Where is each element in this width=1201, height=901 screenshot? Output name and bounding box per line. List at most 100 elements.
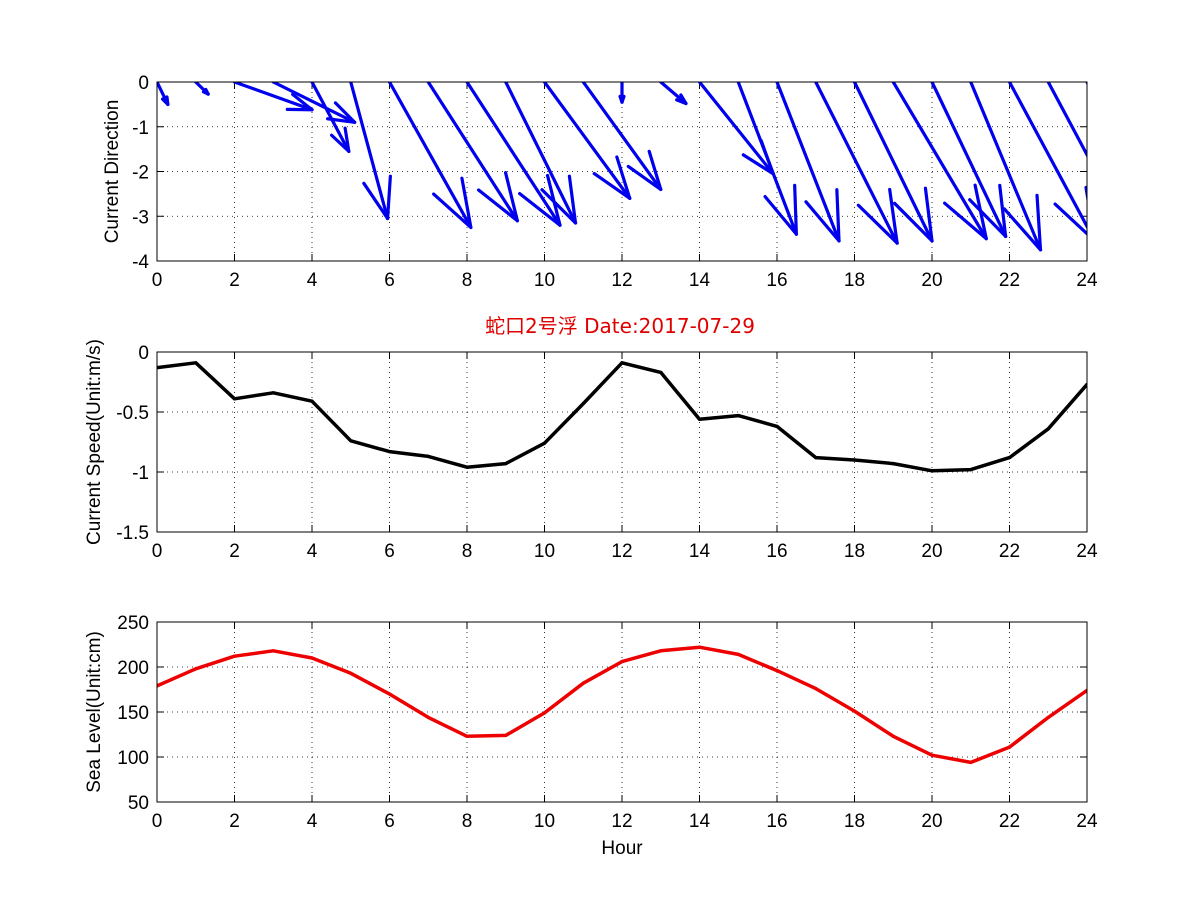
x-tick-label: 8 (462, 811, 473, 832)
x-tick-label: 6 (384, 270, 395, 291)
arrow-head (647, 149, 663, 191)
arrow-head (615, 155, 632, 200)
arrow-head (763, 195, 798, 236)
arrow-head (626, 164, 663, 191)
arrow-head (432, 192, 473, 230)
data-point (310, 656, 314, 660)
arrow-head (362, 181, 390, 221)
data-point (504, 733, 508, 738)
x-tick-label: 0 (152, 270, 163, 291)
x-tick-label: 12 (611, 811, 632, 832)
arrow-shaft (310, 82, 351, 153)
x-tick-label: 10 (534, 811, 555, 832)
y-tick-label: 250 (117, 613, 149, 634)
data-point (465, 465, 469, 469)
x-tick-label: 4 (307, 811, 318, 832)
data-point (194, 361, 198, 365)
current-arrow (618, 82, 626, 104)
arrow-shaft (232, 82, 314, 112)
arrow-shaft (930, 82, 1008, 238)
data-point (426, 454, 430, 458)
data-point (387, 692, 392, 696)
arrow-head (888, 187, 899, 245)
x-tick-label: 16 (766, 270, 787, 291)
chart-title: 蛇口2号浮 Date:2017-07-29 (485, 314, 755, 338)
x-tick-label: 20 (921, 541, 942, 562)
arrow-head (835, 188, 841, 243)
y-tick-label: 0 (138, 343, 149, 364)
data-point (852, 709, 857, 713)
x-tick-label: 24 (1076, 811, 1098, 832)
data-point (1046, 427, 1050, 431)
data-point (465, 734, 469, 738)
data-point (232, 397, 237, 401)
arrow-shaft (1046, 82, 1087, 159)
current-arrow (349, 82, 392, 221)
current-arrow (1085, 82, 1145, 207)
x-tick-label: 0 (152, 811, 163, 832)
x-tick-label: 12 (611, 270, 632, 291)
current-arrow (542, 82, 632, 200)
arrow-head (333, 101, 357, 124)
data-point (620, 361, 624, 365)
data-point (852, 458, 857, 462)
arrow-shaft (1085, 82, 1087, 86)
data-point (426, 715, 430, 720)
arrow-shaft (426, 82, 519, 223)
x-tick-label: 20 (921, 811, 942, 832)
current-arrow (659, 82, 688, 106)
arrow-head (892, 201, 934, 243)
current-arrow (157, 82, 170, 106)
data-point (659, 649, 663, 653)
arrow-shaft (542, 82, 632, 200)
data-point (891, 462, 895, 466)
axes-frame (156, 351, 1088, 533)
y-tick-label: -1.5 (116, 523, 149, 544)
axes-frame (156, 621, 1088, 803)
arrow-head (460, 176, 473, 230)
current-arrow (232, 82, 314, 112)
arrow-head (540, 188, 578, 225)
arrow-head (567, 174, 578, 225)
x-tick-label: 18 (844, 811, 865, 832)
data-point (581, 681, 585, 685)
data-point (930, 753, 934, 757)
y-tick-label: 50 (128, 793, 149, 814)
y-tick-label: -4 (132, 252, 149, 273)
data-point (271, 649, 275, 653)
x-tick-label: 6 (384, 541, 395, 562)
arrow-head (518, 191, 562, 227)
x-tick-label: 8 (462, 270, 473, 291)
arrow-head (1141, 166, 1145, 207)
x-tick-label: 16 (766, 811, 787, 832)
y-tick-label: -0.5 (116, 403, 149, 424)
arrow-shaft (736, 82, 798, 236)
data-layer (157, 361, 1087, 473)
current-arrow (1007, 82, 1087, 236)
y-tick-label: -1 (132, 463, 149, 484)
axes-frame (156, 81, 1088, 262)
arrow-head (856, 203, 899, 245)
x-tick-label: 22 (999, 541, 1020, 562)
arrow-head (968, 198, 1008, 238)
x-tick-label: 6 (384, 811, 395, 832)
current-arrow (1046, 82, 1087, 159)
x-tick-label: 20 (921, 270, 942, 291)
arrow-shaft (465, 82, 562, 227)
panel-current-speed: 0 2 4 6 8 10 12 14 16 18 20 22 240-0.5-1-1.5Current … (84, 339, 1098, 562)
y-tick-label: 200 (117, 658, 149, 679)
x-tick-label: 2 (229, 811, 240, 832)
arrow-head (343, 126, 351, 153)
arrow-head (679, 93, 688, 106)
arrow-head (1116, 177, 1145, 207)
x-tick-label: 4 (307, 270, 318, 291)
data-point (542, 441, 547, 445)
arrow-shaft (504, 82, 578, 225)
current-arrow (852, 82, 934, 243)
arrow-shaft (775, 82, 841, 243)
data-point (387, 450, 392, 454)
data-point (310, 399, 314, 403)
y-tick-label: 150 (117, 703, 149, 724)
